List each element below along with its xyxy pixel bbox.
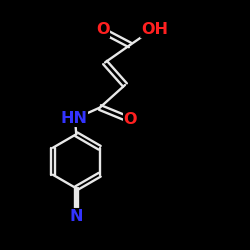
Text: OH: OH xyxy=(141,22,168,38)
Text: OH: OH xyxy=(141,22,168,38)
Text: O: O xyxy=(96,22,109,38)
Text: HN: HN xyxy=(60,111,87,126)
Text: O: O xyxy=(124,112,137,128)
Text: HN: HN xyxy=(60,111,87,126)
Text: N: N xyxy=(70,209,83,224)
Text: O: O xyxy=(124,112,137,128)
Text: N: N xyxy=(70,209,83,224)
Text: O: O xyxy=(96,22,109,38)
